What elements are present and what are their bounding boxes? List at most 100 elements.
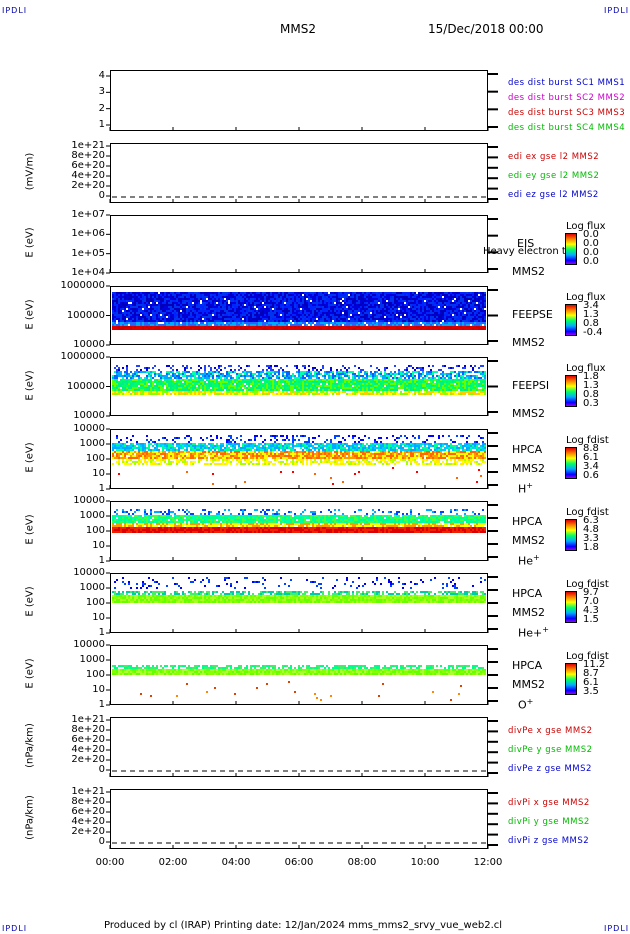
heatmap-cell bbox=[314, 383, 316, 385]
heatmap-cell bbox=[194, 314, 196, 316]
heatmap-cell bbox=[448, 304, 450, 306]
heatmap-cell bbox=[402, 375, 404, 377]
heatmap-cell bbox=[420, 302, 422, 304]
heatmap-cell bbox=[272, 314, 274, 316]
heatmap-cell bbox=[168, 304, 170, 306]
heatmap-cell bbox=[220, 369, 222, 371]
heatmap-cell bbox=[172, 302, 174, 304]
heatmap-cell bbox=[204, 385, 206, 387]
heatmap-cell bbox=[166, 300, 168, 302]
heatmap-cell bbox=[482, 306, 484, 308]
heatmap-cell bbox=[114, 383, 116, 385]
heatmap-cell bbox=[144, 387, 146, 389]
heatmap-cell bbox=[352, 324, 354, 326]
heatmap-cell bbox=[256, 298, 258, 300]
heatmap-cell bbox=[136, 369, 138, 371]
heatmap-cell bbox=[376, 302, 378, 304]
heatmap-cell bbox=[426, 308, 428, 310]
heatmap-cell bbox=[326, 381, 328, 383]
colorbar-tick-label: 9.7 bbox=[583, 587, 599, 598]
heatmap-cell bbox=[112, 328, 114, 330]
heatmap-cell bbox=[192, 389, 194, 391]
heatmap-cell bbox=[328, 302, 330, 304]
heatmap-cell bbox=[148, 326, 150, 328]
heatmap-cell bbox=[114, 377, 116, 379]
heatmap-cell bbox=[202, 306, 204, 308]
heatmap-cell bbox=[392, 314, 394, 316]
heatmap-cell bbox=[362, 375, 364, 377]
heatmap-cell bbox=[190, 326, 192, 328]
heatmap-cell bbox=[478, 304, 480, 306]
heatmap-cell bbox=[480, 320, 482, 322]
heatmap-cell bbox=[232, 322, 234, 324]
heatmap-cell bbox=[334, 296, 336, 298]
heatmap-cell bbox=[414, 310, 416, 312]
heatmap-cell bbox=[356, 316, 358, 318]
heatmap-cell bbox=[480, 322, 482, 324]
heatmap-cell bbox=[196, 302, 198, 304]
heatmap-cell bbox=[194, 300, 196, 302]
heatmap-cell bbox=[400, 292, 402, 294]
heatmap-cell bbox=[158, 314, 160, 316]
heatmap-cell bbox=[444, 318, 446, 320]
heatmap-cell bbox=[462, 373, 464, 375]
heatmap-cell bbox=[378, 292, 380, 294]
heatmap-cell bbox=[330, 369, 332, 371]
heatmap-cell bbox=[276, 320, 278, 322]
heatmap-cell bbox=[314, 324, 316, 326]
heatmap-cell bbox=[248, 371, 250, 373]
heatmap-cell bbox=[232, 371, 234, 373]
heatmap-cell bbox=[176, 322, 178, 324]
heatmap-cell bbox=[226, 381, 228, 383]
heatmap-cell bbox=[162, 328, 164, 330]
heatmap-cell bbox=[368, 316, 370, 318]
heatmap-cell bbox=[240, 328, 242, 330]
heatmap-cell bbox=[182, 308, 184, 310]
heatmap-cell bbox=[374, 296, 376, 298]
heatmap-cell bbox=[224, 387, 226, 389]
heatmap-cell bbox=[248, 292, 250, 294]
heatmap-cell bbox=[340, 314, 342, 316]
heatmap-cell bbox=[332, 377, 334, 379]
heatmap-cell bbox=[456, 320, 458, 322]
heatmap-cell bbox=[432, 294, 434, 296]
heatmap-cell bbox=[238, 377, 240, 379]
heatmap-cell bbox=[134, 320, 136, 322]
heatmap-cell bbox=[134, 324, 136, 326]
heatmap-cell bbox=[272, 381, 274, 383]
heatmap-cell bbox=[252, 379, 254, 381]
heatmap-cell bbox=[482, 294, 484, 296]
heatmap-cell bbox=[326, 296, 328, 298]
heatmap-cell bbox=[268, 371, 270, 373]
heatmap-cell bbox=[304, 304, 306, 306]
heatmap-cell bbox=[150, 387, 152, 389]
heatmap-cell bbox=[356, 310, 358, 312]
heatmap-cell bbox=[328, 310, 330, 312]
heatmap-cell bbox=[208, 389, 210, 391]
heatmap-cell bbox=[128, 300, 130, 302]
heatmap-cell bbox=[170, 310, 172, 312]
heatmap-cell bbox=[314, 292, 316, 294]
heatmap-cell bbox=[426, 324, 428, 326]
heatmap-cell bbox=[322, 314, 324, 316]
heatmap-cell bbox=[246, 316, 248, 318]
heatmap-cell bbox=[414, 312, 416, 314]
heatmap-cell bbox=[138, 304, 140, 306]
heatmap-cell bbox=[294, 328, 296, 330]
heatmap-cell bbox=[406, 320, 408, 322]
heatmap-cell bbox=[144, 310, 146, 312]
heatmap-cell bbox=[478, 322, 480, 324]
heatmap-cell bbox=[440, 308, 442, 310]
heatmap-cell bbox=[176, 389, 178, 391]
heatmap-cell bbox=[250, 377, 252, 379]
heatmap-cell bbox=[276, 371, 278, 373]
heatmap-cell bbox=[232, 314, 234, 316]
heatmap-cell bbox=[172, 387, 174, 389]
heatmap-cell bbox=[222, 302, 224, 304]
heatmap-cell bbox=[438, 304, 440, 306]
heatmap-cell bbox=[368, 312, 370, 314]
heatmap-cell bbox=[116, 318, 118, 320]
heatmap-cell bbox=[212, 385, 214, 387]
heatmap-cell bbox=[292, 316, 294, 318]
heatmap-cell bbox=[218, 292, 220, 294]
